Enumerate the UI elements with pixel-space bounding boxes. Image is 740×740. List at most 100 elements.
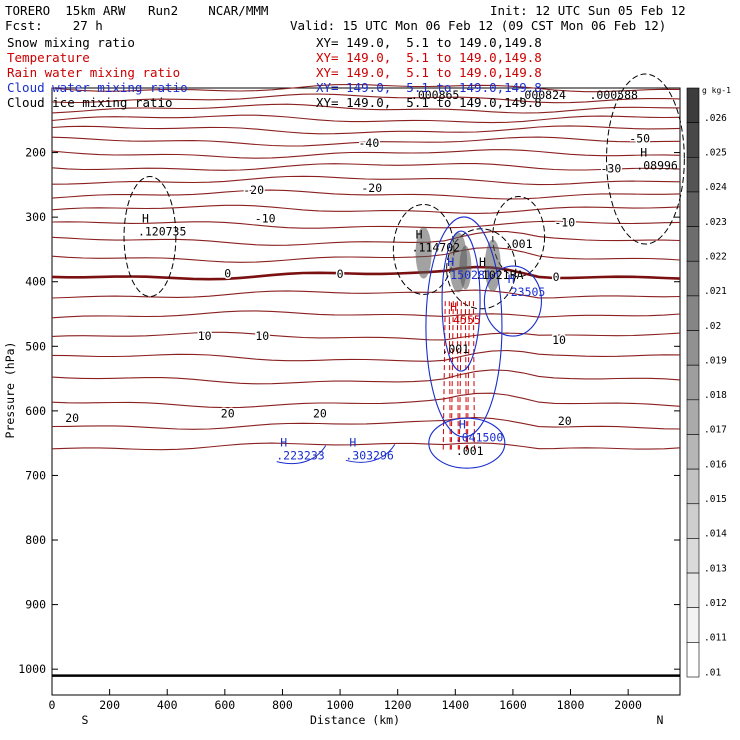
temperature-contour-label: 10 [198, 329, 212, 343]
colorbar-swatch [686, 607, 700, 643]
temperature-contour-line [51, 125, 681, 135]
x-axis-tick-label: 1600 [499, 698, 527, 712]
legend-field-cloud-ice: Cloud ice mixing ratio [7, 95, 173, 110]
colorbar-tick-label: .018 [704, 390, 727, 401]
cloud-water-contour [425, 216, 503, 438]
temperature-contour-line [51, 149, 681, 159]
x-axis-tick-label: 800 [272, 698, 293, 712]
x-axis-end-label-north: N [657, 713, 664, 727]
rain-water-contour [458, 301, 462, 450]
temperature-contour-line [51, 231, 681, 246]
temperature-contour-label: -20 [361, 181, 382, 195]
colorbar-swatch [686, 364, 700, 401]
snow-shading [484, 239, 501, 292]
maximum-marker: H [280, 436, 287, 450]
maximum-value: .1021BA [475, 268, 524, 282]
contour-label: .000588 [590, 88, 639, 102]
snow-shading [415, 226, 432, 279]
rain-water-contour [456, 301, 459, 450]
maximum-marker: H [508, 272, 515, 286]
temperature-contour-line [51, 136, 681, 147]
temperature-contour-label: 10 [552, 333, 566, 347]
colorbar-tick-label: .013 [704, 563, 727, 574]
temperature-contour-line [51, 189, 681, 200]
legend-xy-cloud-ice: XY= 149.0, 5.1 to 149.0,149.8 [316, 95, 542, 110]
maximum-marker: H [416, 228, 423, 242]
colorbar-tick-label: .017 [704, 425, 727, 436]
cloud-water-contour [483, 265, 542, 337]
colorbar-tick-label: .014 [704, 529, 727, 540]
x-axis-tick-label: 1200 [384, 698, 412, 712]
temperature-contour-line [51, 392, 681, 409]
init-time: Init: 12 UTC Sun 05 Feb 12 [490, 3, 686, 18]
maximum-value: .303296 [345, 449, 394, 463]
colorbar-swatch [686, 330, 700, 366]
colorbar-swatch [686, 399, 700, 435]
colorbar-tick-label: .012 [704, 598, 727, 609]
temperature-contour-line [51, 163, 681, 171]
legend-field-cloud-water: Cloud water mixing ratio [7, 80, 188, 95]
temperature-contour-label: 10 [255, 329, 269, 343]
maximum-value: .23505 [504, 285, 546, 299]
colorbar-tick-label: .026 [704, 113, 727, 124]
temperature-contour-line [51, 114, 681, 124]
temperature-contour-line [51, 417, 681, 430]
x-axis-tick-label: 0 [49, 698, 56, 712]
plot-frame [51, 87, 681, 696]
x-axis-tick-label: 1800 [557, 698, 585, 712]
cloud-ice-contour [492, 196, 546, 278]
colorbar-tick-label: .011 [704, 633, 727, 644]
maximum-value: .041500 [455, 431, 504, 445]
y-axis-tick-label: 300 [25, 210, 46, 224]
colorbar-swatch [686, 191, 700, 227]
temperature-contour-line [51, 175, 681, 186]
legend-xy-snow: XY= 149.0, 5.1 to 149.0,149.8 [316, 35, 542, 50]
maximum-marker: H [447, 255, 454, 269]
rain-water-contour [466, 301, 470, 450]
contour-label: .001 [456, 444, 484, 458]
x-axis-end-label-south: S [82, 713, 89, 727]
x-axis-tick-label: 200 [99, 698, 120, 712]
temperature-contour-label: -10 [554, 215, 575, 229]
temperature-contour-line [51, 442, 681, 451]
cloud-water-contour [276, 445, 327, 465]
colorbar-swatch [686, 434, 700, 470]
temperature-contour-line [51, 103, 681, 114]
maximum-value: .114702 [412, 241, 460, 255]
y-axis-tick-label: 800 [25, 533, 46, 547]
rain-water-contour [450, 301, 454, 450]
y-axis-tick-label: 200 [25, 146, 46, 160]
maximum-marker: H [459, 418, 466, 432]
temperature-contour-line [51, 289, 681, 299]
x-axis-tick-label: 1400 [441, 698, 469, 712]
maximum-marker: H [349, 436, 356, 450]
maximum-value: .4555 [446, 313, 481, 327]
contour-label: .000865 [411, 88, 459, 102]
temperature-contour-line [51, 83, 681, 93]
maximum-marker: H [142, 212, 149, 226]
temperature-contour-line [51, 349, 681, 362]
cloud-water-contour [428, 417, 506, 469]
rain-water-contour [464, 301, 467, 450]
x-axis-tick-label: 1000 [326, 698, 354, 712]
y-axis-title: Pressure (hPa) [3, 342, 17, 439]
legend-xy-rain: XY= 149.0, 5.1 to 149.0,149.8 [316, 65, 542, 80]
temperature-contour-line [51, 369, 681, 385]
temperature-contour-label: 20 [558, 414, 572, 428]
colorbar-swatch [686, 87, 700, 123]
colorbar-tick-label: .022 [704, 252, 727, 263]
colorbar-swatch [686, 642, 700, 678]
rain-water-contour [472, 301, 475, 450]
temperature-contour-label: -40 [358, 136, 379, 150]
colorbar-swatch [686, 503, 700, 539]
legend-field-rain: Rain water mixing ratio [7, 65, 181, 80]
y-axis-tick-label: 400 [25, 275, 46, 289]
colorbar-swatch [686, 226, 700, 262]
temperature-contour-line [51, 93, 681, 104]
rain-water-contour [442, 301, 446, 450]
temperature-contour-label: -10 [255, 211, 276, 225]
temperature-contour-label: 0 [224, 266, 231, 280]
temperature-contour-label: 0 [337, 267, 344, 281]
maximum-value: .150281 [443, 268, 492, 282]
